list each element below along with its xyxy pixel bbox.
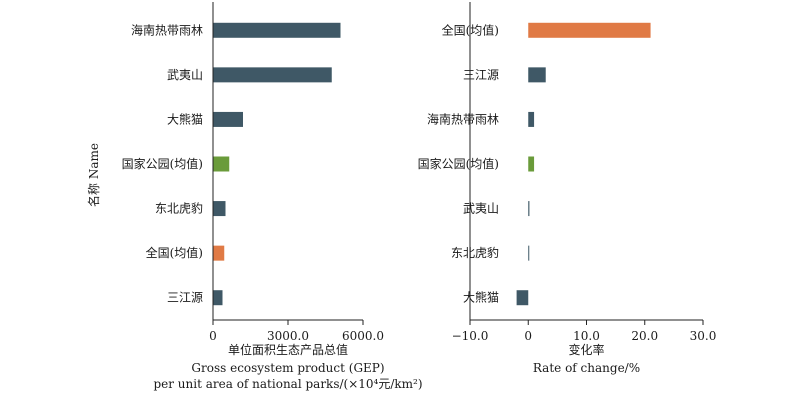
x-tick-label: 6000.0 <box>342 329 384 343</box>
bar <box>213 111 243 127</box>
category-label: 东北虎豹 <box>451 245 499 260</box>
bar <box>528 245 530 261</box>
x-axis-title: per unit area of national parks/(×10⁴元/k… <box>153 377 422 391</box>
bar <box>528 156 535 172</box>
bar <box>213 201 226 217</box>
category-label: 大熊猫 <box>167 111 203 126</box>
category-label: 海南热带雨林 <box>131 22 203 37</box>
bar <box>528 111 535 127</box>
bar <box>213 290 223 306</box>
y-axis-title: 名称 Name <box>86 143 101 207</box>
bar <box>213 245 225 261</box>
bar <box>528 22 651 38</box>
category-label: 武夷山 <box>167 67 203 82</box>
category-label: 武夷山 <box>463 201 499 216</box>
category-label: 海南热带雨林 <box>427 111 499 126</box>
x-tick-label: 3000.0 <box>267 329 309 343</box>
x-tick-label: 0 <box>209 329 217 343</box>
x-tick-label: −10.0 <box>452 329 489 343</box>
x-tick-label: 0 <box>524 329 532 343</box>
x-tick-label: 30.0 <box>690 329 717 343</box>
x-axis-title: Rate of change/% <box>533 361 640 375</box>
bar <box>213 156 230 172</box>
category-label: 国家公园(均值) <box>418 156 499 171</box>
x-axis-title: 变化率 <box>568 342 604 357</box>
bar <box>516 290 529 306</box>
category-label: 全国(均值) <box>146 245 203 260</box>
x-tick-label: 20.0 <box>631 329 658 343</box>
bar <box>213 22 341 38</box>
bar <box>213 67 332 83</box>
bar <box>528 201 530 217</box>
category-label: 大熊猫 <box>463 290 499 305</box>
bar <box>528 67 546 83</box>
x-axis-title: Gross ecosystem product (GEP) <box>191 361 384 375</box>
category-label: 国家公园(均值) <box>122 156 203 171</box>
x-axis-title: 单位面积生态产品总值 <box>228 342 348 357</box>
category-label: 三江源 <box>167 291 203 305</box>
category-label: 三江源 <box>463 68 499 82</box>
category-label: 东北虎豹 <box>155 201 203 216</box>
x-tick-label: 10.0 <box>573 329 600 343</box>
